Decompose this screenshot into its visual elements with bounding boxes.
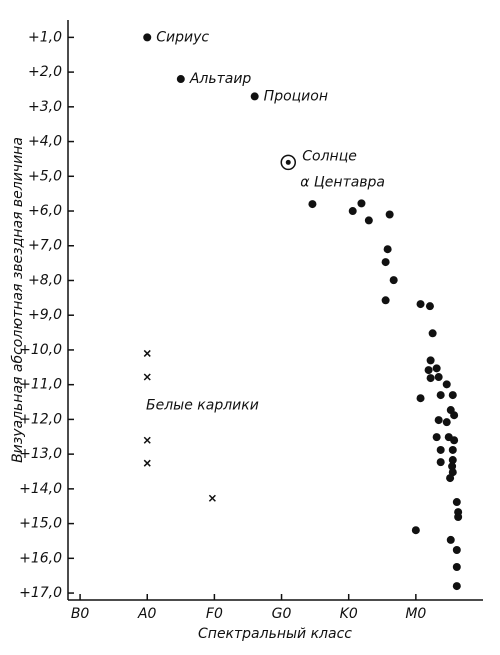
cross-stroke [143, 436, 151, 444]
y-tick-label: +2,0 [28, 64, 62, 80]
star-point [426, 374, 435, 383]
y-tick-label: +12,0 [19, 411, 62, 427]
star-point [308, 200, 317, 209]
star-point [442, 380, 451, 389]
star-point [381, 258, 390, 267]
y-tick-label: +16,0 [19, 550, 62, 566]
sun-ring [280, 154, 297, 171]
cross-point [143, 436, 151, 444]
star-label: Сириус [156, 29, 209, 45]
star-point [357, 199, 366, 208]
star-label: Процион [264, 88, 328, 104]
y-tick-label: +13,0 [19, 446, 62, 462]
star-point [448, 445, 457, 454]
star-point [454, 512, 463, 521]
y-tick-label: +11,0 [19, 377, 62, 393]
y-tick-label: +9,0 [28, 307, 62, 323]
star-point [432, 364, 441, 373]
star-point [143, 33, 152, 42]
y-tick-label: +7,0 [28, 238, 62, 254]
y-tick-label: +10,0 [19, 342, 62, 358]
star-point [385, 210, 394, 219]
star-point [446, 535, 455, 544]
star-point [448, 456, 457, 465]
cross-stroke [208, 494, 216, 502]
y-tick-label: +17,0 [19, 585, 62, 601]
cross-point [208, 494, 216, 502]
sun-point [285, 159, 291, 165]
star-point [389, 276, 398, 285]
star-point [436, 391, 445, 400]
star-point [424, 366, 433, 375]
cross-point [143, 349, 151, 357]
cross-stroke [143, 459, 151, 467]
star-point [364, 216, 373, 225]
x-tick-label: G0 [272, 606, 292, 622]
x-tick-label: F0 [206, 606, 223, 622]
star-point [411, 526, 420, 535]
star-point [425, 302, 434, 311]
x-tick-label: A0 [137, 606, 157, 622]
star-point [442, 418, 451, 427]
group-label: Белые карлики [146, 398, 259, 414]
star-point [448, 462, 457, 471]
y-tick-label: +4,0 [28, 134, 62, 150]
star-point [432, 433, 441, 442]
star-point [426, 356, 435, 365]
cross-stroke [143, 349, 151, 357]
star-point [416, 394, 425, 403]
star-point [436, 458, 445, 467]
x-tick-label: B0 [71, 606, 90, 622]
y-tick-label: +5,0 [28, 168, 62, 184]
star-label: α Центавра [300, 174, 385, 190]
y-tick-label: +8,0 [28, 272, 62, 288]
x-tick-label: K0 [340, 606, 358, 622]
star-point [452, 545, 461, 554]
star-point [434, 416, 443, 425]
star-point [446, 474, 455, 483]
star-point [436, 445, 445, 454]
star-point [428, 329, 437, 338]
star-point [450, 411, 459, 420]
y-tick-label: +1,0 [28, 29, 62, 45]
y-tick-label: +6,0 [28, 203, 62, 219]
cross-stroke [143, 373, 151, 381]
star-point [448, 391, 457, 400]
star-point [434, 373, 443, 382]
star-label: Альтаир [189, 71, 252, 87]
star-point [450, 436, 459, 445]
star-point [452, 563, 461, 572]
star-label: Солнце [302, 148, 357, 164]
x-tick-label: M0 [405, 606, 426, 622]
star-point [452, 498, 461, 507]
star-point [452, 582, 461, 591]
star-point [250, 92, 259, 101]
star-point [348, 207, 357, 216]
cross-point [143, 459, 151, 467]
star-point [416, 300, 425, 309]
x-axis-label: Спектральный класс [198, 626, 352, 642]
star-point [383, 245, 392, 254]
star-point [381, 296, 390, 305]
y-axis-label: Визуальная абсолютная звездная величина [10, 137, 26, 463]
y-tick-label: +14,0 [19, 481, 62, 497]
star-point [176, 75, 185, 84]
y-tick-label: +15,0 [19, 516, 62, 532]
y-tick-label: +3,0 [28, 99, 62, 115]
cross-point [143, 373, 151, 381]
